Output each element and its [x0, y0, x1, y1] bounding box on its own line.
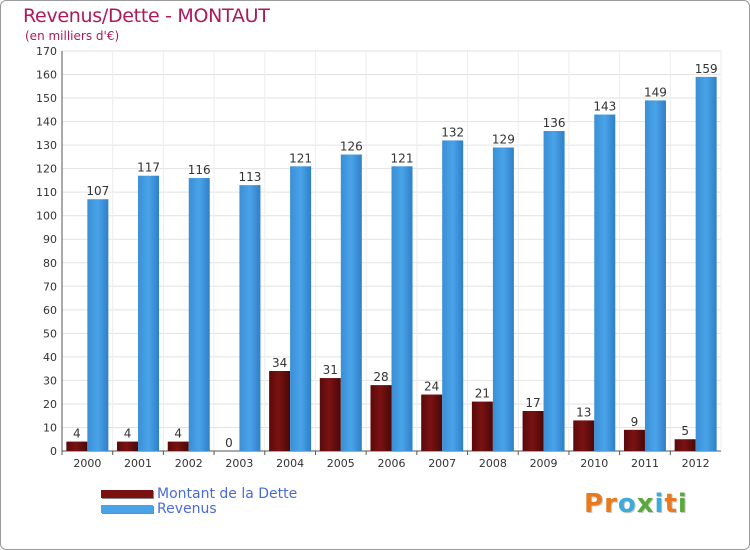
x-tick-label: 2003	[225, 457, 253, 470]
data-label-dette: 0	[225, 436, 233, 450]
logo-letter: t	[664, 489, 678, 519]
chart-subtitle: (en milliers d'€)	[25, 29, 120, 43]
y-tick-label: 140	[36, 116, 57, 129]
x-tick-label: 2010	[580, 457, 608, 470]
data-label-revenus: 121	[391, 151, 414, 165]
bar-dette	[167, 441, 189, 451]
data-label-revenus: 129	[492, 132, 515, 146]
y-tick-label: 100	[36, 210, 57, 223]
x-tick-label: 2006	[378, 457, 406, 470]
legend-swatch-revenus	[101, 505, 153, 513]
bar-dette	[471, 401, 493, 451]
data-label-dette: 28	[373, 370, 388, 384]
x-tick-label: 2000	[73, 457, 101, 470]
data-label-revenus: 159	[695, 62, 718, 76]
bar-revenus	[87, 199, 109, 451]
data-label-dette: 5	[681, 424, 689, 438]
y-tick-label: 170	[36, 45, 57, 58]
bar-revenus	[492, 147, 514, 451]
chart-title: Revenus/Dette - MONTAUT	[23, 5, 270, 27]
x-tick-label: 2007	[428, 457, 456, 470]
bar-revenus	[594, 114, 616, 451]
data-label-dette: 4	[174, 427, 182, 441]
data-label-revenus: 136	[543, 116, 566, 130]
bar-dette	[117, 441, 139, 451]
bar-dette	[421, 394, 443, 451]
y-tick-label: 0	[50, 445, 57, 458]
y-tick-label: 30	[43, 374, 57, 387]
x-tick-label: 2002	[175, 457, 203, 470]
data-label-dette: 34	[272, 356, 287, 370]
bar-revenus	[138, 175, 160, 452]
data-label-dette: 9	[631, 415, 639, 429]
bar-dette	[269, 371, 291, 451]
data-label-dette: 4	[124, 427, 132, 441]
x-tick-label: 2001	[124, 457, 152, 470]
bar-revenus	[442, 140, 464, 452]
legend-label-dette: Montant de la Dette	[157, 486, 298, 502]
y-tick-label: 130	[36, 139, 57, 152]
y-tick-label: 90	[43, 233, 57, 246]
bar-dette	[573, 420, 595, 451]
bar-revenus	[391, 166, 413, 451]
bar-revenus	[188, 178, 210, 451]
x-tick-label: 2004	[276, 457, 304, 470]
data-label-dette: 13	[576, 405, 591, 419]
bar-revenus	[340, 154, 362, 451]
x-tick-label: 2005	[327, 457, 355, 470]
proxiti-logo: Proxiti	[584, 489, 688, 519]
y-tick-label: 150	[36, 92, 57, 105]
y-tick-label: 20	[43, 398, 57, 411]
bar-revenus	[290, 166, 312, 451]
data-label-revenus: 117	[137, 161, 160, 175]
y-tick-label: 120	[36, 163, 57, 176]
data-label-revenus: 149	[644, 85, 667, 99]
y-tick-label: 160	[36, 69, 57, 82]
legend-label-revenus: Revenus	[157, 501, 217, 517]
bar-dette	[522, 411, 544, 451]
data-label-revenus: 107	[86, 184, 109, 198]
logo-letter: P	[584, 489, 605, 519]
bar-revenus	[239, 185, 261, 451]
data-label-revenus: 116	[188, 163, 211, 177]
data-label-dette: 31	[323, 363, 338, 377]
data-label-dette: 21	[475, 387, 490, 401]
bar-dette	[623, 429, 645, 451]
bar-revenus	[695, 76, 717, 451]
data-label-revenus: 121	[289, 151, 312, 165]
bar-revenus	[644, 100, 666, 451]
y-tick-label: 40	[43, 351, 57, 364]
y-tick-label: 80	[43, 257, 57, 270]
data-label-dette: 4	[73, 427, 81, 441]
data-label-revenus: 132	[441, 125, 464, 139]
x-tick-label: 2012	[682, 457, 710, 470]
y-tick-label: 70	[43, 280, 57, 293]
data-label-revenus: 113	[238, 170, 261, 184]
logo-letter: i	[677, 489, 688, 519]
y-tick-label: 60	[43, 304, 57, 317]
y-tick-label: 50	[43, 327, 57, 340]
bar-dette	[319, 378, 341, 451]
bar-dette	[66, 441, 88, 451]
x-tick-label: 2009	[530, 457, 558, 470]
bar-revenus	[543, 131, 565, 451]
x-tick-label: 2008	[479, 457, 507, 470]
data-label-revenus: 126	[340, 140, 363, 154]
bar-dette	[674, 439, 696, 451]
logo-letter: i	[654, 489, 665, 519]
data-label-revenus: 143	[593, 100, 616, 114]
y-tick-label: 110	[36, 186, 57, 199]
legend-swatch-dette	[101, 490, 153, 498]
data-label-dette: 24	[424, 380, 439, 394]
logo-letter: r	[604, 489, 618, 519]
logo-letter: x	[636, 489, 655, 519]
logo-letter: o	[617, 489, 637, 519]
y-tick-label: 10	[43, 421, 57, 434]
x-tick-label: 2011	[631, 457, 659, 470]
bar-dette	[370, 385, 392, 451]
data-label-dette: 17	[525, 396, 540, 410]
